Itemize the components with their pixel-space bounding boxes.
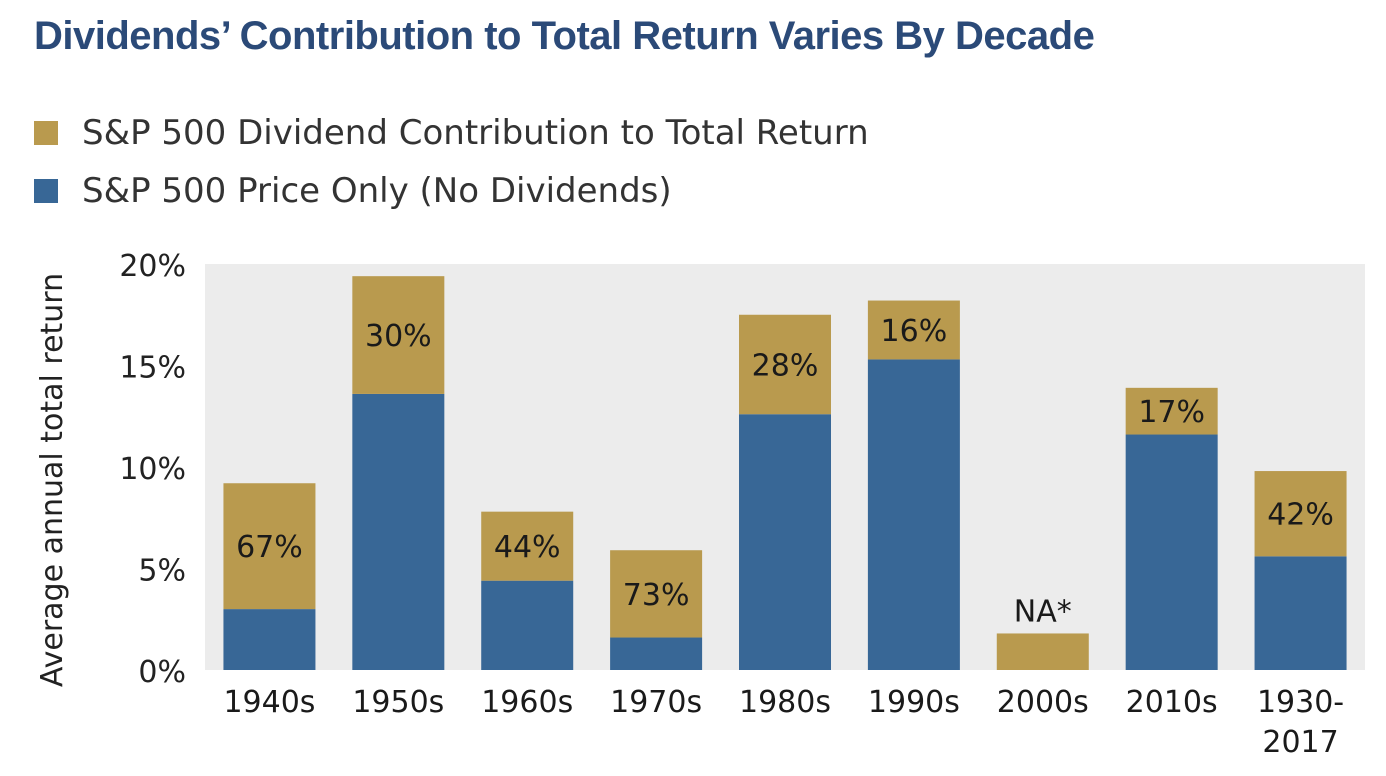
bar-dividend	[1254, 471, 1347, 557]
y-tick-label: 20%	[119, 249, 186, 284]
legend-label-price: S&P 500 Price Only (No Dividends)	[82, 171, 672, 211]
bar-label: 42%	[1267, 498, 1334, 533]
bar-label: 67%	[236, 530, 303, 565]
x-tick-label: 1980s	[739, 685, 831, 720]
x-tick-label: 1930-2017	[1257, 685, 1344, 760]
bar-price	[1254, 556, 1347, 670]
legend-label-dividend: S&P 500 Dividend Contribution to Total R…	[82, 113, 869, 153]
x-tick-label: 2000s	[997, 685, 1089, 720]
y-tick-label: 5%	[138, 554, 186, 589]
legend-item-price: S&P 500 Price Only (No Dividends)	[34, 162, 869, 220]
bar-dividend	[481, 511, 574, 581]
bar-label: 17%	[1138, 395, 1205, 430]
bar-label: 30%	[365, 319, 432, 354]
legend-swatch-dividend	[34, 121, 58, 145]
x-tick-label: 1960s	[481, 685, 573, 720]
bar-dividend	[610, 550, 703, 638]
bar-dividend	[223, 483, 316, 610]
bar-price	[610, 637, 703, 670]
legend-item-dividend: S&P 500 Dividend Contribution to Total R…	[34, 104, 869, 162]
bar-dividend	[739, 314, 831, 415]
x-tick-label: 2010s	[1126, 685, 1218, 720]
bar-price	[1125, 434, 1218, 670]
x-tick-label: 1970s	[610, 685, 702, 720]
x-tick-label: 1940s	[223, 685, 315, 720]
bar-label: 73%	[623, 578, 690, 613]
legend: S&P 500 Dividend Contribution to Total R…	[34, 104, 869, 220]
bar-price	[739, 414, 831, 670]
bar-dividend	[867, 300, 960, 360]
bar-dividend	[1125, 387, 1218, 435]
bar-dividend	[352, 276, 445, 394]
x-tick-label: 1950s	[352, 685, 444, 720]
bar-label: 28%	[752, 348, 819, 383]
bar-price	[352, 393, 445, 670]
bar-dividend	[996, 633, 1089, 670]
bar-label: 16%	[881, 314, 948, 349]
bar-label: 44%	[494, 530, 561, 565]
legend-swatch-price	[34, 179, 58, 203]
y-tick-label: 0%	[138, 655, 186, 690]
y-tick-label: 15%	[119, 351, 186, 386]
bar-price	[223, 609, 316, 670]
bar-price	[481, 580, 574, 670]
y-axis-label: Average annual total return	[35, 273, 70, 687]
chart-title: Dividends’ Contribution to Total Return …	[34, 14, 1095, 58]
x-tick-label: 1990s	[868, 685, 960, 720]
bar-label: NA*	[1014, 594, 1072, 629]
bar-price	[867, 359, 960, 670]
y-tick-label: 10%	[119, 452, 186, 487]
